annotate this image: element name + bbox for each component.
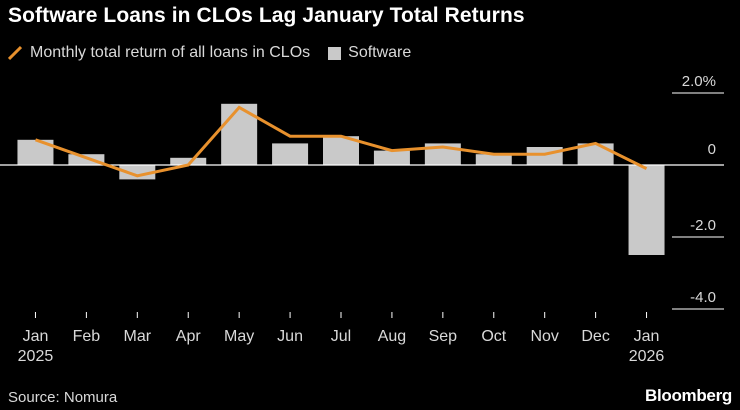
y-tick-label: 0: [708, 141, 716, 158]
series-line: [34, 105, 648, 178]
legend-label-bar: Software: [348, 44, 412, 61]
x-tick-label: Jan: [23, 328, 49, 345]
x-tick-label: Sep: [429, 328, 458, 345]
x-tick-year-label: 2025: [18, 348, 54, 365]
bar: [373, 150, 410, 165]
legend: Monthly total return of all loans in CLO…: [8, 40, 429, 66]
source-note: Source: Nomura: [8, 389, 118, 406]
bar: [68, 154, 105, 165]
bar: [628, 165, 665, 255]
x-tick-label: Nov: [530, 328, 558, 345]
chart-title: Software Loans in CLOs Lag January Total…: [8, 4, 525, 27]
legend-line-swatch: [8, 45, 22, 61]
bar: [526, 147, 563, 165]
x-tick-label: Jul: [331, 328, 351, 345]
x-tick-label: May: [224, 328, 254, 345]
legend-item-line: Monthly total return of all loans in CLO…: [8, 44, 310, 62]
bloomberg-logo: Bloomberg: [644, 386, 732, 405]
bar: [119, 165, 156, 180]
legend-bar-swatch: [328, 46, 342, 60]
x-tick-label: Apr: [176, 328, 202, 345]
x-tick-label: Mar: [124, 328, 152, 345]
bar: [475, 154, 512, 165]
y-tick-label: -2.0: [690, 217, 716, 234]
legend-label-line: Monthly total return of all loans in CLO…: [30, 44, 311, 61]
y-tick-label: -4.0: [690, 289, 716, 306]
bar: [170, 157, 207, 165]
x-tick-year-label: 2026: [629, 348, 665, 365]
x-tick-label: Feb: [73, 328, 101, 345]
x-tick-label: Jan: [634, 328, 660, 345]
bar: [272, 143, 309, 165]
y-tick-label: 2.0%: [682, 73, 716, 90]
x-tick-label: Aug: [378, 328, 406, 345]
x-tick-label: Dec: [581, 328, 609, 345]
x-tick-label: Jun: [277, 328, 303, 345]
x-tick-label: Oct: [481, 328, 506, 345]
legend-item-bar: Software: [328, 44, 411, 62]
